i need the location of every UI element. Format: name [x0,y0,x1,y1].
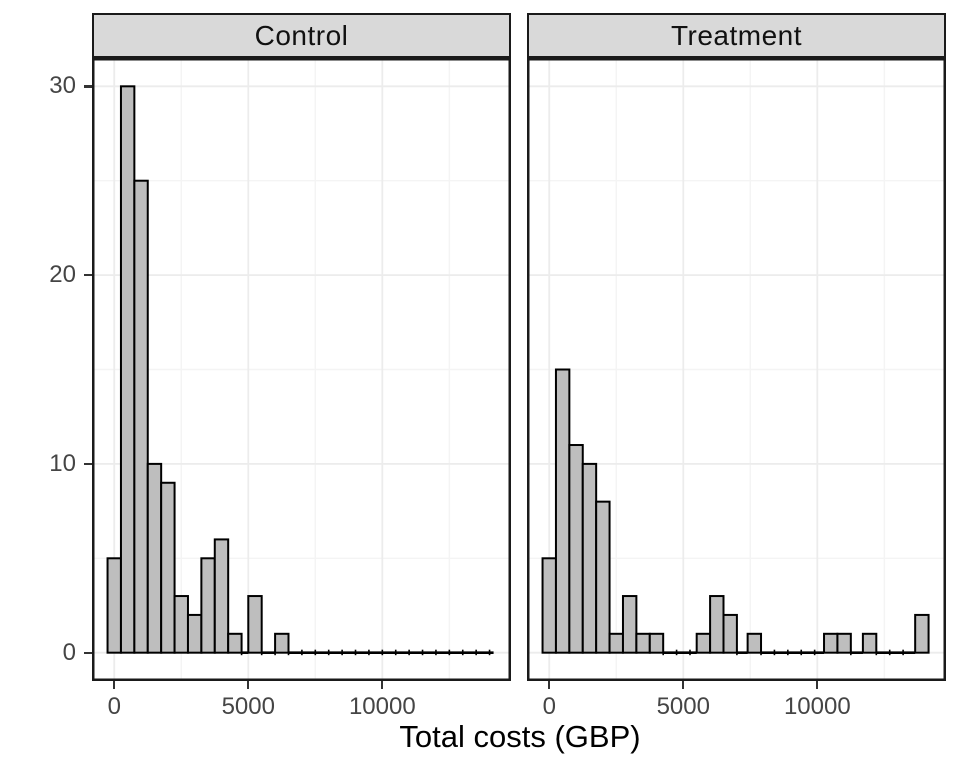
histogram-bar [648,632,665,654]
histogram-bar [173,595,189,654]
histogram-bar [106,557,122,654]
histogram-bar [541,557,557,654]
x-tick-mark [113,681,116,689]
y-tick-label: 0 [62,638,76,666]
histogram-bar [621,595,638,654]
histogram-bar [914,613,930,654]
histogram-bar [746,632,763,654]
histogram-bar [186,613,203,654]
x-tick-label: 10000 [348,693,416,720]
y-tick-label: 30 [49,72,76,100]
histogram-bar [581,462,598,654]
y-tick-mark [84,85,92,88]
histogram-panel-control [92,58,511,681]
y-tick-mark [84,274,92,277]
histogram-bar [709,595,725,654]
x-tick-label: 5000 [221,693,275,720]
y-tick-label: 20 [49,261,76,289]
histogram-bar [119,85,136,654]
facet-strip-control: Control [92,13,511,58]
histogram-plot-area [527,58,946,681]
histogram-bar [247,595,263,654]
x-tick-mark [381,681,384,689]
x-tick-label: 10000 [783,693,851,720]
x-tick-mark [816,681,819,689]
histogram-bar [146,462,163,654]
y-tick-label: 10 [49,449,76,477]
histogram-bar [274,632,290,654]
histogram-bar [200,557,216,654]
panel-border [527,58,946,681]
histogram-bar [836,632,852,654]
facet-strip-label: Control [254,19,349,51]
x-tick-label: 0 [107,693,121,720]
y-tick-mark [84,651,92,654]
histogram-bar [554,368,571,654]
x-tick-mark [682,681,685,689]
histogram-bar [227,632,243,654]
facet-strip-label: Treatment [670,19,803,51]
histogram-bar [861,632,878,654]
histogram-bar [133,179,149,654]
histogram-bar [635,632,651,654]
panel-border [92,58,511,681]
histogram-plot-area [92,58,511,681]
histogram-bar [608,632,624,654]
x-axis-title: Total costs (GBP) [399,719,641,754]
histogram-bar [568,444,584,654]
histogram-bar [160,481,176,654]
histogram-bar [595,500,611,654]
histogram-bar [213,538,230,654]
histogram-bar [695,632,712,654]
y-tick-mark [84,462,92,466]
x-tick-label: 5000 [656,693,710,720]
x-tick-mark [548,681,551,689]
x-tick-mark [247,681,250,689]
x-tick-label: 0 [542,693,556,720]
histogram-panel-treatment [527,58,946,681]
histogram-bar [823,632,839,654]
facet-strip-treatment: Treatment [527,13,946,58]
histogram-bar [722,613,738,654]
